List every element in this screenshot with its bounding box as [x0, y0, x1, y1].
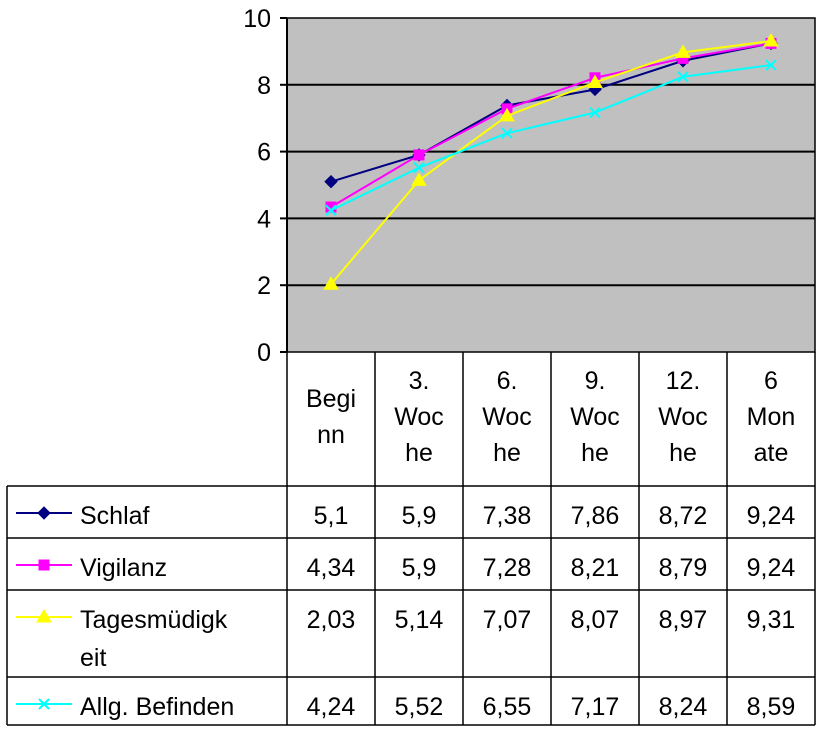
category-label: he — [405, 439, 433, 467]
legend-label: Allg. Befinden — [80, 693, 234, 721]
series-2-point — [323, 276, 339, 290]
data-label: 8,79 — [659, 554, 708, 582]
plot-area — [287, 18, 815, 352]
data-label: 9,24 — [747, 554, 796, 582]
legend-label: Vigilanz — [80, 554, 167, 582]
legend-label: eit — [80, 644, 106, 672]
legend-key-marker — [37, 506, 51, 520]
series-3-point — [765, 59, 777, 71]
category-label: Woc — [394, 403, 444, 431]
y-tick-label: 10 — [243, 5, 271, 33]
legend-key-marker — [36, 609, 52, 623]
category-label: Woc — [570, 403, 620, 431]
legend-key-marker — [38, 698, 50, 710]
category-label: he — [669, 439, 697, 467]
data-label: 8,24 — [659, 693, 708, 721]
data-label: 7,07 — [483, 606, 532, 634]
data-label: 9,31 — [747, 606, 796, 634]
category-label: Mon — [747, 403, 796, 431]
data-label: 7,28 — [483, 554, 532, 582]
y-tick-label: 8 — [257, 72, 271, 100]
data-label: 9,24 — [747, 502, 796, 530]
series-2-point — [587, 74, 603, 88]
data-label: 4,34 — [307, 554, 356, 582]
y-tick-label: 0 — [257, 339, 271, 367]
category-label: 9. — [585, 367, 606, 395]
y-tick-label: 2 — [257, 272, 271, 300]
series-0-point — [324, 174, 338, 189]
data-label: 5,14 — [395, 606, 444, 634]
series-1-point — [413, 149, 425, 161]
series-line-2 — [330, 40, 772, 285]
y-tick-label: 4 — [257, 205, 271, 233]
data-label: 8,97 — [659, 606, 708, 634]
series-line-3 — [330, 64, 772, 212]
data-label: 8,72 — [659, 502, 708, 530]
series-2-point — [411, 172, 427, 186]
y-tick-label: 6 — [257, 139, 271, 167]
legend-label: Tagesmüdigk — [80, 606, 228, 634]
data-label: 7,38 — [483, 502, 532, 530]
data-label: 8,21 — [571, 554, 620, 582]
data-label: 7,17 — [571, 693, 620, 721]
category-label: 6. — [497, 367, 518, 395]
category-label: 12. — [666, 367, 701, 395]
series-2-point — [499, 107, 515, 122]
category-label: nn — [317, 421, 345, 449]
legend-key-marker — [38, 559, 50, 571]
category-label: he — [493, 439, 521, 467]
series-3-point — [589, 106, 601, 119]
data-label: 5,1 — [314, 502, 349, 530]
category-label: Woc — [658, 403, 708, 431]
data-label: 8,07 — [571, 606, 620, 634]
series-2-point — [675, 44, 691, 58]
series-3-point — [325, 204, 337, 217]
data-label: 5,9 — [402, 554, 437, 582]
category-label: ate — [754, 439, 789, 467]
series-line-1 — [330, 42, 772, 208]
category-label: Begi — [306, 385, 356, 413]
series-2-point — [763, 33, 779, 47]
data-label: 2,03 — [307, 606, 356, 634]
category-label: he — [581, 439, 609, 467]
data-label: 5,9 — [402, 502, 437, 530]
category-label: 6 — [764, 367, 778, 395]
data-label: 6,55 — [483, 693, 532, 721]
data-label: 5,52 — [395, 693, 444, 721]
series-line-0 — [330, 42, 772, 183]
legend-label: Schlaf — [80, 502, 150, 530]
series-3-point — [501, 127, 513, 139]
data-label: 8,59 — [747, 693, 796, 721]
category-label: 3. — [409, 367, 430, 395]
category-label: Woc — [482, 403, 532, 431]
data-label: 7,86 — [571, 502, 620, 530]
series-3-point — [413, 161, 425, 174]
series-3-point — [677, 71, 689, 83]
data-label: 4,24 — [307, 693, 356, 721]
